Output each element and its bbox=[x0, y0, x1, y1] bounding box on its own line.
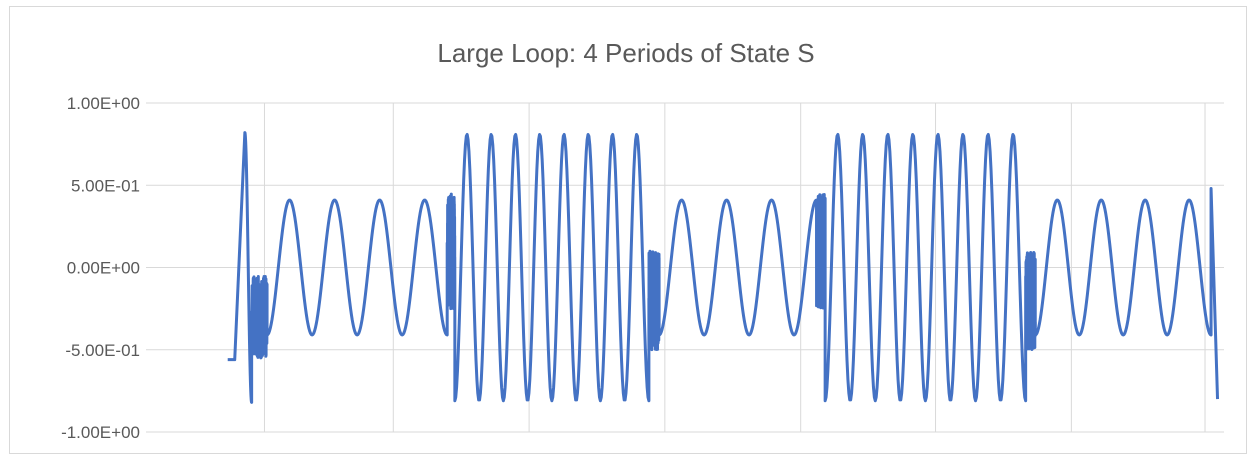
y-tick-label: -1.00E+00 bbox=[61, 423, 140, 442]
y-tick-label: 5.00E-01 bbox=[71, 176, 140, 195]
series-line bbox=[226, 131, 1220, 404]
chart-title: Large Loop: 4 Periods of State S bbox=[437, 38, 814, 68]
y-axis-ticks: 1.00E+00 5.00E-01 0.00E+00 -5.00E-01 -1.00E+… bbox=[61, 94, 140, 442]
y-tick-label: 1.00E+00 bbox=[67, 94, 140, 113]
series-group bbox=[226, 131, 1220, 404]
grid bbox=[146, 102, 1224, 433]
y-tick-label: 0.00E+00 bbox=[67, 259, 140, 278]
y-tick-label: -5.00E-01 bbox=[65, 341, 140, 360]
